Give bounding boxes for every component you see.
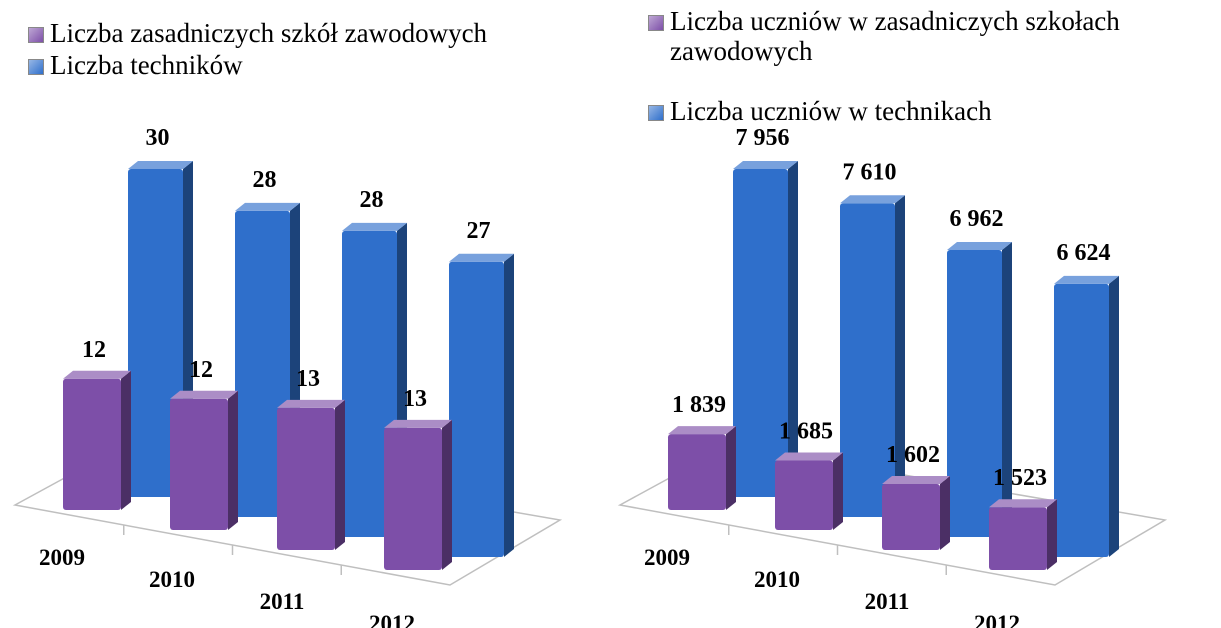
bar-front bbox=[840, 203, 895, 517]
bar-top bbox=[128, 161, 193, 169]
value-label: 7 956 bbox=[736, 125, 790, 151]
legend-label: Liczba techników bbox=[50, 50, 243, 80]
legend-label: Liczba uczniów w technikach bbox=[670, 96, 992, 126]
value-label: 12 bbox=[189, 357, 213, 383]
bar-side bbox=[1002, 241, 1012, 538]
bar-side bbox=[335, 399, 345, 550]
legend-label: Liczba uczniów w zasadniczych szkołach z… bbox=[670, 6, 1120, 66]
bar-front bbox=[63, 378, 121, 510]
bar bbox=[1054, 275, 1119, 557]
bar-front bbox=[733, 169, 788, 497]
value-label: 1 602 bbox=[886, 442, 940, 468]
legend-item: Liczba techników bbox=[28, 50, 588, 80]
bar-side bbox=[726, 426, 736, 510]
bar bbox=[449, 253, 514, 558]
value-label: 13 bbox=[403, 386, 427, 412]
bar bbox=[840, 195, 905, 517]
bar-side bbox=[895, 195, 905, 517]
value-label: 1 839 bbox=[672, 392, 726, 418]
x-tick-label: 2010 bbox=[754, 567, 800, 592]
bar-side bbox=[121, 370, 131, 510]
x-tick-label: 2010 bbox=[149, 567, 195, 592]
bar-front bbox=[170, 398, 228, 530]
bar-top bbox=[449, 253, 514, 262]
bar-top bbox=[235, 202, 300, 211]
bar-front bbox=[1054, 283, 1109, 557]
bar-side bbox=[1047, 499, 1057, 570]
bar-top bbox=[668, 426, 736, 435]
bar-top bbox=[277, 399, 345, 408]
bar-top bbox=[989, 499, 1057, 508]
legend-item: Liczba zasadniczych szkół zawodowych bbox=[28, 18, 588, 48]
value-label: 6 962 bbox=[950, 206, 1004, 232]
bar bbox=[668, 426, 736, 510]
bar-side bbox=[1109, 275, 1119, 557]
legend-label: Liczba zasadniczych szkół zawodowych bbox=[50, 18, 488, 48]
bar-top bbox=[1054, 275, 1119, 284]
bar-front bbox=[384, 427, 442, 570]
bar-top bbox=[733, 161, 798, 169]
bar-side bbox=[940, 475, 950, 550]
bar-top bbox=[882, 475, 950, 484]
legend-item: Liczba uczniów w zasadniczych szkołach z… bbox=[648, 6, 1208, 66]
bar-front bbox=[342, 230, 397, 537]
value-label: 12 bbox=[82, 337, 106, 363]
bar-top bbox=[840, 195, 905, 204]
bar-side bbox=[788, 161, 798, 497]
value-label: 7 610 bbox=[843, 159, 897, 185]
bar-top bbox=[170, 390, 238, 399]
x-tick-label: 2012 bbox=[974, 611, 1020, 628]
bar-top bbox=[947, 241, 1012, 250]
legend-swatch bbox=[648, 105, 664, 121]
value-label: 28 bbox=[253, 167, 277, 193]
bar-front bbox=[775, 460, 833, 530]
bar bbox=[989, 499, 1057, 570]
value-label: 13 bbox=[296, 366, 320, 392]
bar bbox=[775, 452, 843, 530]
bar bbox=[277, 399, 345, 550]
bar-front bbox=[947, 249, 1002, 538]
bar bbox=[733, 161, 798, 497]
bar-top bbox=[63, 370, 131, 379]
bar bbox=[170, 390, 238, 530]
value-label: 30 bbox=[146, 125, 170, 151]
bar-front bbox=[128, 169, 183, 497]
bar-front bbox=[449, 261, 504, 557]
bar-side bbox=[228, 390, 238, 530]
value-label: 1 685 bbox=[779, 419, 833, 445]
bar-front bbox=[882, 483, 940, 550]
bar-top bbox=[342, 222, 407, 231]
bar-top bbox=[775, 452, 843, 461]
x-tick-label: 2011 bbox=[260, 589, 305, 614]
value-label: 1 523 bbox=[993, 465, 1047, 491]
x-tick-label: 2011 bbox=[865, 589, 910, 614]
bar bbox=[882, 475, 950, 550]
x-tick-label: 2009 bbox=[644, 545, 690, 570]
bar-front bbox=[989, 507, 1047, 570]
bar-front bbox=[668, 434, 726, 510]
bar-top bbox=[384, 419, 452, 428]
bar bbox=[384, 419, 452, 570]
legend-item: Liczba uczniów w technikach bbox=[648, 96, 1208, 126]
bar-front bbox=[277, 407, 335, 550]
legend-swatch bbox=[28, 59, 44, 75]
bar-front bbox=[235, 210, 290, 517]
bar bbox=[947, 241, 1012, 538]
value-label: 28 bbox=[360, 187, 384, 213]
bar-side bbox=[504, 253, 514, 558]
x-tick-label: 2009 bbox=[39, 545, 85, 570]
bar-side bbox=[442, 419, 452, 570]
bar-side bbox=[833, 452, 843, 530]
value-label: 27 bbox=[467, 218, 491, 244]
x-tick-label: 2012 bbox=[369, 611, 415, 628]
legend-swatch bbox=[28, 27, 44, 43]
value-label: 6 624 bbox=[1057, 240, 1111, 266]
legend-swatch bbox=[648, 15, 664, 31]
bar bbox=[63, 370, 131, 510]
